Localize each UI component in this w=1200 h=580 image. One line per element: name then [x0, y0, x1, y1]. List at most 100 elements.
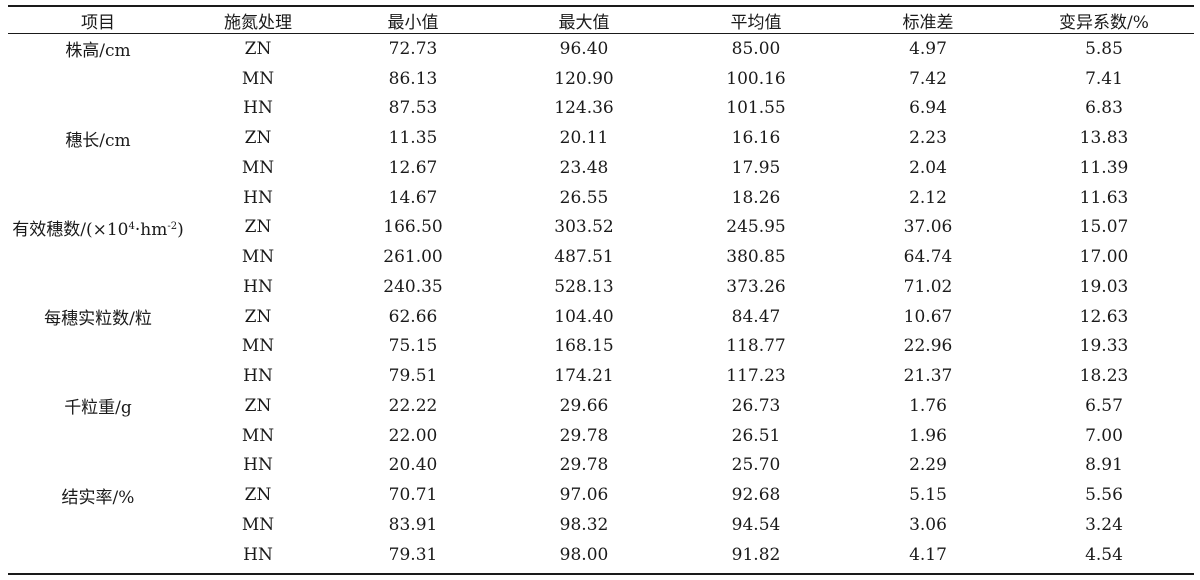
cell-treatment: ZN — [244, 128, 272, 149]
header-mean: 平均值 — [730, 12, 782, 33]
cell-cv: 5.85 — [1085, 38, 1123, 59]
table-body: 株高/cm ZN 72.73 96.40 85.00 4.97 5.85 MN 86.13 120… — [8, 34, 1194, 570]
cell-sd: 64.74 — [903, 247, 953, 268]
cell-min: 87.53 — [388, 98, 438, 119]
cell-min: 11.35 — [388, 128, 438, 149]
table-row: 千粒重/g ZN 22.22 29.66 26.73 1.76 6.57 — [8, 391, 1194, 421]
cell-max: 124.36 — [554, 98, 614, 119]
cell-mean: 245.95 — [726, 217, 786, 238]
cell-cv: 4.54 — [1085, 544, 1123, 565]
cell-treatment: ZN — [244, 217, 272, 238]
cell-sd: 5.15 — [909, 485, 947, 506]
cell-sd: 2.04 — [909, 157, 947, 178]
cell-item: 千粒重/g — [64, 398, 132, 419]
cell-sd: 2.29 — [909, 455, 947, 476]
header-item: 项目 — [81, 12, 115, 33]
cell-mean: 373.26 — [726, 276, 786, 297]
cell-treatment: ZN — [244, 306, 272, 327]
cell-mean: 16.16 — [731, 128, 781, 149]
cell-cv: 15.07 — [1079, 217, 1129, 238]
panicle-label-prefix: 有效穗数/(×10 — [12, 219, 129, 240]
cell-sd: 21.37 — [903, 366, 953, 387]
bottom-rule — [8, 572, 1194, 575]
table-row: 株高/cm ZN 72.73 96.40 85.00 4.97 5.85 — [8, 34, 1194, 64]
cell-item: 结实率/% — [61, 487, 135, 508]
cell-treatment: MN — [241, 425, 275, 446]
table-row: 结实率/% ZN 70.71 97.06 92.68 5.15 5.56 — [8, 480, 1194, 510]
cell-treatment: MN — [241, 514, 275, 535]
top-rule — [8, 5, 1194, 7]
cell-min: 83.91 — [388, 514, 438, 535]
cell-min: 72.73 — [388, 38, 438, 59]
cell-max: 104.40 — [554, 306, 614, 327]
cell-mean: 84.47 — [731, 306, 781, 327]
table-row: MN 86.13 120.90 100.16 7.42 7.41 — [8, 64, 1194, 94]
cell-min: 12.67 — [388, 157, 438, 178]
panicle-label-suffix: ) — [177, 219, 184, 240]
cell-max: 174.21 — [554, 366, 614, 387]
cell-cv: 7.41 — [1085, 68, 1123, 89]
cell-max: 120.90 — [554, 68, 614, 89]
cell-sd: 4.17 — [909, 544, 947, 565]
cell-treatment: ZN — [244, 485, 272, 506]
cell-max: 97.06 — [559, 485, 609, 506]
cell-cv: 18.23 — [1079, 366, 1129, 387]
cell-min: 166.50 — [383, 217, 443, 238]
cell-min: 20.40 — [388, 455, 438, 476]
table-row: HN 79.31 98.00 91.82 4.17 4.54 — [8, 540, 1194, 570]
cell-cv: 8.91 — [1085, 455, 1123, 476]
cell-cv: 19.33 — [1079, 336, 1129, 357]
cell-cv: 12.63 — [1079, 306, 1129, 327]
cell-treatment: ZN — [244, 395, 272, 416]
header-cv: 变异系数/% — [1059, 12, 1149, 33]
cell-cv: 17.00 — [1079, 247, 1129, 268]
cell-mean: 91.82 — [731, 544, 781, 565]
table-row: 有效穗数/(×104·hm-2) ZN 166.50 303.52 245.95 37.0… — [8, 213, 1194, 243]
cell-item: 穗长/cm — [65, 130, 131, 151]
cell-sd: 6.94 — [909, 98, 947, 119]
cell-min: 240.35 — [383, 276, 443, 297]
cell-cv: 3.24 — [1085, 514, 1123, 535]
cell-max: 168.15 — [554, 336, 614, 357]
table-row: HN 79.51 174.21 117.23 21.37 18.23 — [8, 361, 1194, 391]
cell-max: 303.52 — [554, 217, 614, 238]
cell-sd: 71.02 — [903, 276, 953, 297]
table-row: 穗长/cm ZN 11.35 20.11 16.16 2.23 13.83 — [8, 123, 1194, 153]
table-row: 每穗实粒数/粒 ZN 62.66 104.40 84.47 10.67 12.63 — [8, 302, 1194, 332]
cell-max: 23.48 — [559, 157, 609, 178]
cell-treatment: HN — [243, 366, 273, 387]
cell-item: 每穗实粒数/粒 — [44, 309, 152, 330]
cell-cv: 13.83 — [1079, 128, 1129, 149]
cell-mean: 85.00 — [731, 38, 781, 59]
cell-treatment: HN — [243, 276, 273, 297]
panicle-label-sup1: 4 — [128, 220, 135, 232]
cell-min: 86.13 — [388, 68, 438, 89]
cell-min: 79.51 — [388, 366, 438, 387]
cell-cv: 5.56 — [1085, 485, 1123, 506]
cell-max: 528.13 — [554, 276, 614, 297]
panicle-label-mid: ·hm — [134, 219, 168, 240]
cell-mean: 92.68 — [731, 485, 781, 506]
table-header: 项目 施氮处理 最小值 最大值 平均值 标准差 变异系数/% — [8, 7, 1194, 33]
header-min: 最小值 — [387, 12, 439, 33]
table-row: HN 14.67 26.55 18.26 2.12 11.63 — [8, 183, 1194, 213]
cell-treatment: HN — [243, 455, 273, 476]
cell-mean: 117.23 — [726, 366, 786, 387]
cell-max: 20.11 — [559, 128, 609, 149]
cell-treatment: MN — [241, 68, 275, 89]
cell-min: 22.00 — [388, 425, 438, 446]
cell-mean: 17.95 — [731, 157, 781, 178]
cell-min: 70.71 — [388, 485, 438, 506]
cell-mean: 94.54 — [731, 514, 781, 535]
table-row: MN 83.91 98.32 94.54 3.06 3.24 — [8, 510, 1194, 540]
cell-sd: 4.97 — [909, 38, 947, 59]
cell-max: 98.00 — [559, 544, 609, 565]
cell-max: 98.32 — [559, 514, 609, 535]
cell-max: 29.66 — [559, 395, 609, 416]
cell-cv: 11.39 — [1079, 157, 1129, 178]
cell-treatment: HN — [243, 544, 273, 565]
cell-sd: 22.96 — [903, 336, 953, 357]
header-treatment: 施氮处理 — [224, 12, 292, 33]
header-sd: 标准差 — [902, 12, 954, 33]
cell-treatment: MN — [241, 336, 275, 357]
